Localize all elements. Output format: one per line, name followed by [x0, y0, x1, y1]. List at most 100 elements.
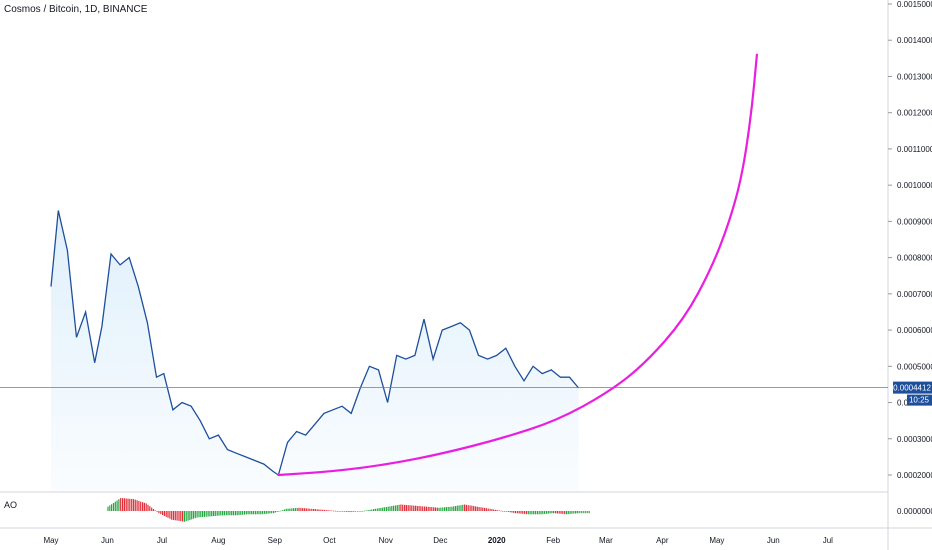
- ao-bar: [349, 511, 350, 512]
- ao-bar: [237, 511, 238, 515]
- ao-bar: [415, 506, 416, 511]
- ao-bar: [257, 511, 258, 514]
- ao-bar: [471, 506, 472, 511]
- ao-bar: [322, 510, 323, 511]
- ao-bar: [284, 510, 285, 512]
- ao-bar: [510, 511, 511, 512]
- time-axis-label: Feb: [546, 536, 560, 545]
- ao-bar: [109, 505, 110, 511]
- ao-bar: [346, 511, 347, 512]
- time-axis-label: Jun: [101, 536, 114, 545]
- ao-bar: [442, 507, 443, 511]
- ao-bar: [589, 511, 590, 513]
- ao-bar: [369, 510, 370, 511]
- ao-bar: [504, 511, 505, 512]
- ao-bar: [313, 509, 314, 511]
- ao-bar: [146, 503, 147, 511]
- ao-bar: [339, 511, 340, 512]
- ao-bar: [449, 507, 450, 511]
- ao-bar: [513, 511, 514, 513]
- ao-bar: [157, 511, 158, 512]
- ao-bar: [357, 511, 358, 512]
- ao-bar: [184, 511, 185, 522]
- ao-bar: [288, 509, 289, 511]
- ao-bar: [455, 506, 456, 511]
- ao-bar: [122, 498, 123, 511]
- ao-bar: [411, 505, 412, 511]
- ao-bar: [500, 511, 501, 512]
- ao-bar: [551, 511, 552, 513]
- ao-bar: [228, 511, 229, 515]
- ao-bar: [271, 511, 272, 513]
- ao-bar: [566, 511, 567, 514]
- ao-bar: [246, 511, 247, 514]
- ao-bar: [328, 510, 329, 511]
- ao-bar: [486, 508, 487, 511]
- ao-bar: [253, 511, 254, 514]
- price-tick-label: 0.0009000: [897, 217, 932, 226]
- ao-bar: [533, 511, 534, 514]
- ao-bar: [462, 505, 463, 511]
- ao-bar: [571, 511, 572, 514]
- ao-bar: [491, 509, 492, 511]
- countdown-value: 10:25: [909, 396, 930, 405]
- ao-bar: [360, 511, 361, 512]
- ao-bar: [286, 509, 287, 511]
- ao-bar: [275, 511, 276, 513]
- ao-bar: [204, 511, 205, 517]
- ao-bar: [224, 511, 225, 515]
- ao-bar: [364, 511, 365, 512]
- ao-bar: [137, 500, 138, 511]
- time-axis-label: Sep: [268, 536, 283, 545]
- ao-bar: [158, 511, 159, 513]
- ao-bar: [151, 508, 152, 511]
- ao-bar: [324, 510, 325, 511]
- ao-bar: [153, 509, 154, 511]
- ao-bar: [320, 510, 321, 511]
- time-axis-label: Nov: [379, 536, 393, 545]
- ao-bar: [511, 511, 512, 513]
- ao-bar: [277, 511, 278, 512]
- ao-bar: [138, 501, 139, 511]
- ao-bar: [309, 509, 310, 511]
- ao-bar: [304, 508, 305, 511]
- ao-bar: [417, 506, 418, 511]
- ao-bar: [480, 507, 481, 511]
- ao-bar: [333, 511, 334, 512]
- price-tick-label: 0.0011000: [897, 145, 932, 154]
- ao-bar: [546, 511, 547, 514]
- ao-bar: [437, 508, 438, 511]
- ao-bar: [133, 499, 134, 511]
- ao-bar: [295, 508, 296, 511]
- ao-bar: [291, 508, 292, 511]
- ao-bar: [197, 511, 198, 518]
- ao-bar: [213, 511, 214, 516]
- ao-zero-label: 0.0000000: [897, 507, 932, 516]
- chart-title: Cosmos / Bitcoin, 1D, BINANCE: [4, 4, 147, 15]
- time-axis-label: Aug: [211, 536, 225, 545]
- ao-bar: [466, 505, 467, 511]
- ao-bar: [189, 511, 190, 520]
- ao-bar: [473, 506, 474, 511]
- ao-bar: [329, 510, 330, 511]
- ao-bar: [215, 511, 216, 516]
- ao-bar: [149, 506, 150, 511]
- ao-bar: [180, 511, 181, 521]
- time-axis-label: Oct: [323, 536, 336, 545]
- ao-bar: [499, 510, 500, 511]
- ao-bar: [528, 511, 529, 514]
- ao-bar: [519, 511, 520, 514]
- ao-bar: [147, 505, 148, 511]
- ao-bar: [266, 511, 267, 514]
- ao-bar: [315, 509, 316, 511]
- ao-bar: [557, 511, 558, 514]
- ao-bar: [337, 511, 338, 512]
- ao-bar: [260, 511, 261, 514]
- ao-bar: [397, 505, 398, 511]
- ao-bar: [278, 511, 279, 512]
- ao-bar: [249, 511, 250, 514]
- ao-bar: [424, 507, 425, 512]
- ao-bar: [502, 511, 503, 512]
